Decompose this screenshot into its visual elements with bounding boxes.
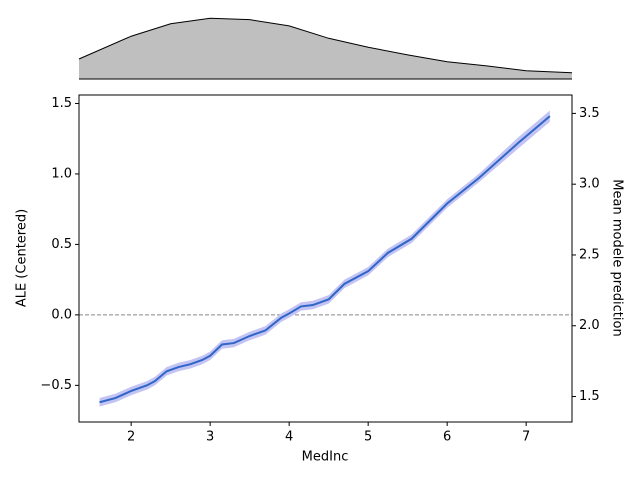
y-tick-label: 0.5 bbox=[51, 237, 72, 252]
y-tick-label: 1.0 bbox=[51, 166, 72, 181]
x-axis-label: MedInc bbox=[302, 450, 349, 465]
y2-tick-label: 2.5 bbox=[579, 247, 600, 262]
x-tick-label: 3 bbox=[206, 430, 214, 445]
density-line bbox=[78, 17, 573, 74]
ale-line bbox=[99, 115, 551, 404]
x-tick-label: 6 bbox=[443, 430, 451, 445]
y2-tick-label: 3.5 bbox=[579, 106, 600, 121]
y2-tick-label: 2.0 bbox=[579, 318, 600, 333]
y-axis-label: ALE (Centered) bbox=[15, 209, 30, 307]
y2-tick-label: 3.0 bbox=[579, 177, 600, 192]
y2-axis-label: Mean modele prediction bbox=[610, 179, 625, 336]
confidence-band bbox=[99, 110, 550, 407]
y-tick-label: 1.5 bbox=[51, 96, 72, 111]
y2-tick-label: 1.5 bbox=[579, 389, 600, 404]
x-tick-label: 2 bbox=[127, 430, 135, 445]
plot-frame bbox=[78, 94, 573, 423]
y-tick-label: −0.5 bbox=[40, 378, 72, 393]
x-tick-label: 4 bbox=[285, 430, 293, 445]
x-tick-label: 7 bbox=[522, 430, 530, 445]
x-tick-label: 5 bbox=[364, 430, 372, 445]
density-area bbox=[79, 18, 572, 80]
y-tick-label: 0.0 bbox=[51, 307, 72, 322]
